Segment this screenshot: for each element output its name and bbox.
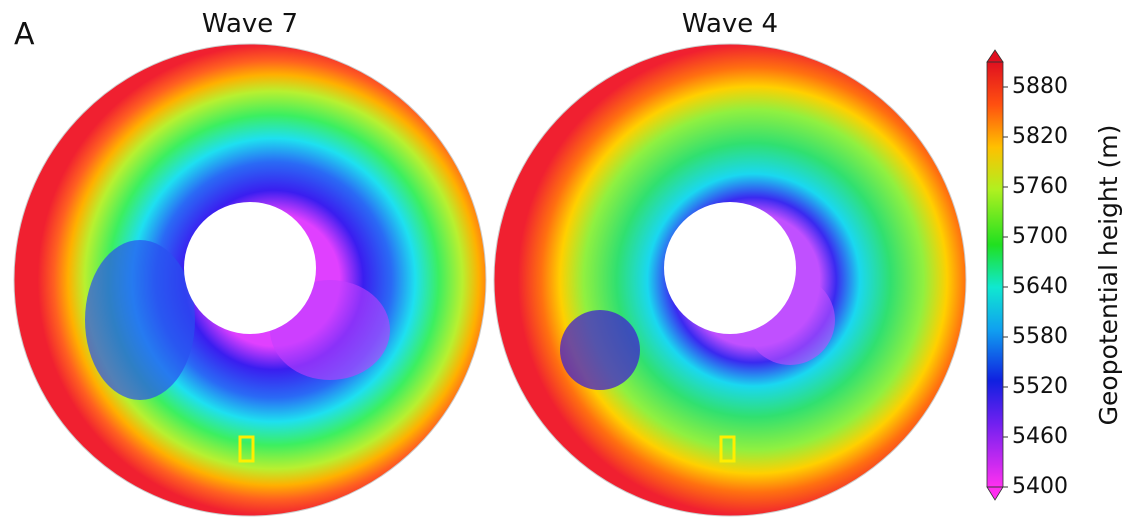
map-title: Wave 7 <box>202 9 298 39</box>
colorbar-extend <box>986 486 1004 501</box>
map-right: Wave 4 <box>493 9 967 517</box>
colorbar-tick-label: 5580 <box>1012 324 1068 349</box>
pole-hole <box>664 202 796 334</box>
map-title: Wave 4 <box>682 9 778 39</box>
region-box <box>719 435 736 463</box>
colorbar-tick-label: 5880 <box>1012 74 1068 99</box>
pole-hole <box>184 202 316 334</box>
map-left: Wave 7 <box>13 9 487 517</box>
colorbar-extend <box>986 49 1004 63</box>
region-box <box>238 435 255 463</box>
map-outline <box>493 43 967 517</box>
colorbar-tick-label: 5520 <box>1012 374 1068 399</box>
colorbar-tick-label: 5760 <box>1012 174 1068 199</box>
map-blob <box>560 310 640 390</box>
colorbar-tick-label: 5460 <box>1012 424 1068 449</box>
colorbar-label: Geopotential height (m) <box>1094 125 1122 426</box>
colorbar-fill <box>987 62 1003 487</box>
colorbar-tick-label: 5820 <box>1012 124 1068 149</box>
colorbar-tick-label: 5700 <box>1012 224 1068 249</box>
colorbar-tick-label: 5400 <box>1012 474 1068 499</box>
colorbar: Geopotential height (m) 5400 5460 5520 5580… <box>986 49 1122 501</box>
panel-label: A <box>14 17 35 52</box>
colorbar-tick-label: 5640 <box>1012 274 1068 299</box>
map-outline <box>13 43 487 517</box>
colorbar-frame <box>986 61 1004 488</box>
map-blob <box>85 240 195 400</box>
